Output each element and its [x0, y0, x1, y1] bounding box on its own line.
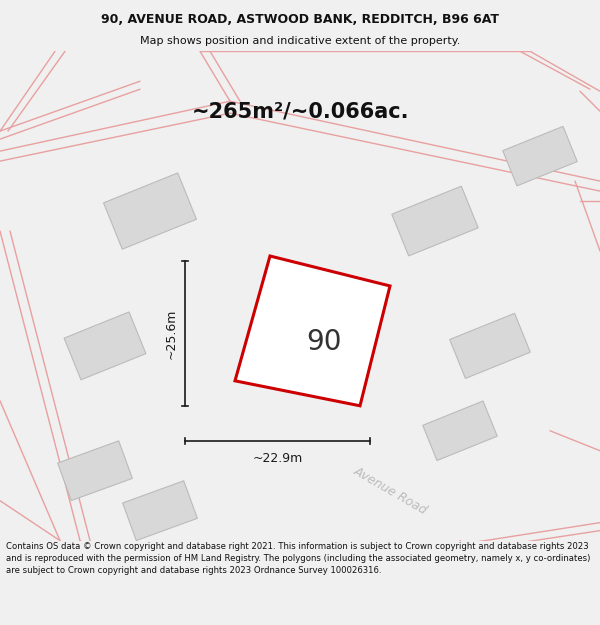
- Polygon shape: [58, 441, 133, 501]
- Text: 90: 90: [306, 328, 341, 356]
- Text: Contains OS data © Crown copyright and database right 2021. This information is : Contains OS data © Crown copyright and d…: [6, 542, 590, 575]
- Text: 90, AVENUE ROAD, ASTWOOD BANK, REDDITCH, B96 6AT: 90, AVENUE ROAD, ASTWOOD BANK, REDDITCH,…: [101, 12, 499, 26]
- Text: ~22.9m: ~22.9m: [253, 452, 302, 465]
- Text: ~265m²/~0.066ac.: ~265m²/~0.066ac.: [191, 101, 409, 121]
- Text: Map shows position and indicative extent of the property.: Map shows position and indicative extent…: [140, 36, 460, 46]
- Polygon shape: [64, 312, 146, 380]
- Polygon shape: [122, 481, 197, 541]
- Polygon shape: [235, 256, 390, 406]
- Text: ~25.6m: ~25.6m: [164, 308, 178, 359]
- Polygon shape: [104, 173, 196, 249]
- Polygon shape: [392, 186, 478, 256]
- Polygon shape: [503, 126, 577, 186]
- Polygon shape: [449, 313, 530, 378]
- Polygon shape: [423, 401, 497, 461]
- Text: Avenue Road: Avenue Road: [351, 464, 429, 517]
- Polygon shape: [268, 291, 342, 351]
